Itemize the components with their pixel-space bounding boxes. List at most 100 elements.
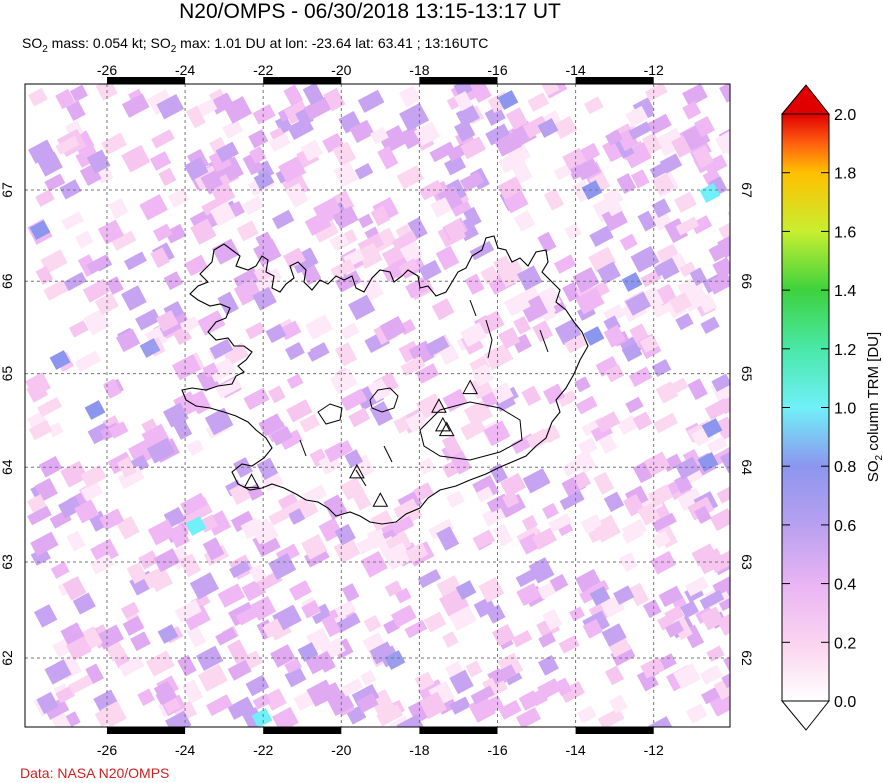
so2-pixel [363,614,382,633]
so2-pixel [211,181,236,206]
so2-pixel-high [185,516,207,536]
so2-pixel [694,505,712,525]
so2-pixel [89,553,115,575]
so2-pixel [270,426,293,446]
so2-pixel [651,358,672,377]
so2-pixel [435,245,460,271]
so2-pixel [424,335,450,357]
so2-pixel [256,457,279,481]
so2-pixel [728,568,730,586]
so2-pixel [597,261,621,285]
so2-pixel [464,273,485,295]
so2-pixel [576,705,597,724]
so2-pixel [538,631,556,648]
colorbar-tick-label: 1.8 [834,166,856,183]
so2-pixel [286,373,304,390]
so2-pixel [478,310,505,335]
so2-pixel [405,542,429,564]
so2-pixel [223,96,253,124]
so2-pixel [72,592,96,615]
so2-pixel [108,421,129,439]
so2-pixel-high [701,418,723,438]
so2-pixel [497,176,524,200]
so2-pixel [609,694,628,714]
so2-pixel [396,165,424,190]
so2-pixel [37,396,62,418]
so2-pixel [700,316,720,334]
so2-pixel [309,603,332,625]
so2-pixel [727,202,730,224]
so2-pixel [684,466,704,484]
so2-pixel [644,286,664,309]
so2-pixel [126,562,148,584]
so2-pixel [358,213,374,229]
subtitle-part-1: SO [22,35,43,51]
so2-pixel [483,420,511,447]
so2-pixel [28,139,55,164]
volcano-triangle [243,473,260,488]
so2-pixel [90,538,119,566]
so2-pixel [305,314,333,340]
so2-pixel [470,363,495,387]
so2-pixel [443,155,467,176]
so2-pixel [370,205,391,227]
so2-pixel [498,699,522,720]
so2-pixel [174,599,202,623]
lon-tick-label: -24 [175,742,195,758]
so2-pixel [407,217,428,240]
so2-pixel [541,84,560,97]
so2-pixel [503,190,529,214]
so2-pixel [318,517,343,542]
so2-pixel [625,396,644,414]
so2-pixel [601,623,627,647]
so2-pixel [511,630,533,648]
so2-pixel [311,216,339,243]
so2-pixel [572,266,600,293]
so2-pixel [44,659,72,685]
so2-pixel [283,84,304,107]
so2-pixel [484,105,506,126]
so2-pixel [215,627,238,646]
so2-pixel-high [49,350,71,370]
colorbar-tick-label: 0.8 [834,459,856,476]
so2-pixel [542,424,561,443]
so2-pixel [43,697,70,720]
so2-pixel [68,674,93,695]
so2-pixel [583,96,604,115]
so2-pixel [559,490,585,511]
so2-pixel [278,156,307,184]
lon-tick-label: -24 [175,62,195,78]
so2-pixel [513,210,536,232]
so2-pixel [61,211,84,231]
so2-pixel [428,518,455,540]
so2-pixel [227,659,252,681]
lon-axis-bar [575,727,654,734]
so2-pixel [204,407,234,436]
so2-pixel [657,243,679,263]
so2-pixel [727,196,730,219]
so2-pixel [652,512,677,533]
so2-pixel [721,666,730,689]
axis-tick-labels: -26 -26 -24 -24 -22 -22 -20 -20 -18 -18 -16 -16 -14 -… [0,62,755,758]
interior-feature [317,403,343,425]
so2-pixel [47,422,64,438]
so2-pixel [97,219,124,245]
lon-axis-bar [263,727,342,734]
so2-pixel [663,377,689,398]
so2-pixel-layer [25,84,730,727]
so2-pixel [673,663,701,690]
so2-pixel [682,101,702,120]
so2-pixel [521,385,542,407]
so2-pixel [177,654,197,677]
so2-pixel [527,92,550,112]
lon-tick-label: -26 [97,742,117,758]
so2-pixel [475,486,494,503]
so2-pixel [40,249,68,274]
so2-pixel [582,618,603,639]
so2-pixel [628,582,650,607]
so2-pixel [659,153,683,174]
so2-pixel [27,505,52,526]
so2-pixel [66,100,86,121]
so2-pixel [384,580,403,597]
so2-pixel [603,491,625,513]
